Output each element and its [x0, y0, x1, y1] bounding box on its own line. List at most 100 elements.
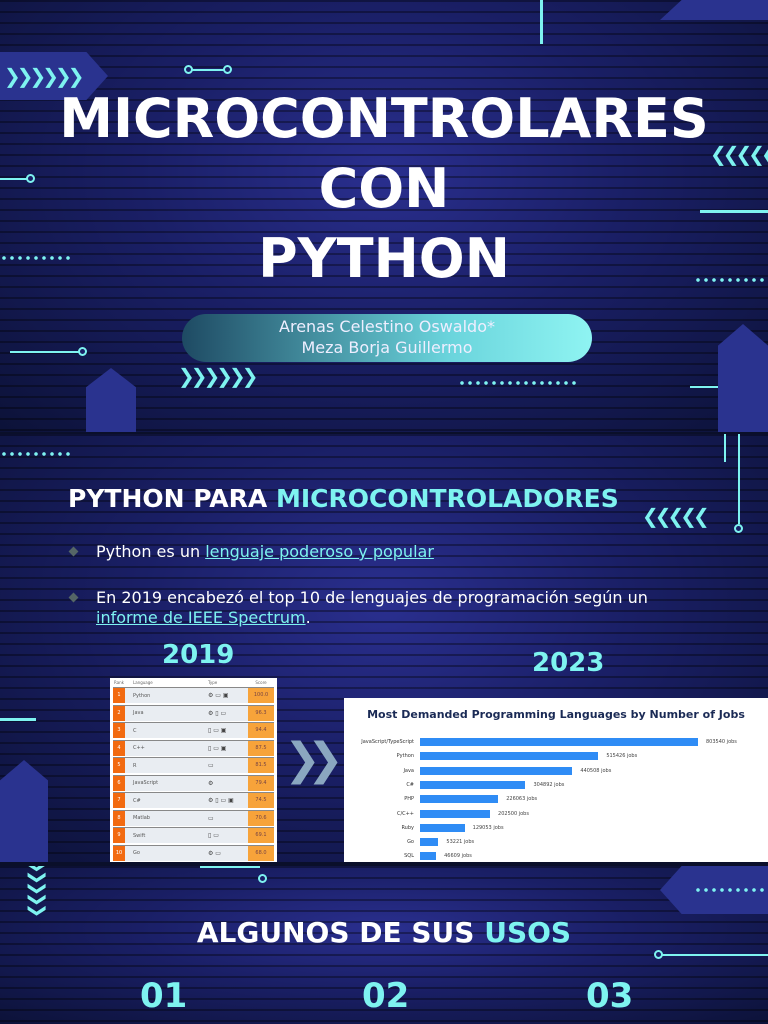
rank-cell: 2: [113, 705, 125, 721]
type-icons: ⚙ ▯ ▭: [208, 709, 227, 717]
rank-cell: 6: [113, 775, 125, 791]
score-cell: 87.5: [248, 740, 274, 756]
score-cell: 94.4: [248, 723, 274, 738]
link-ieee-spectrum[interactable]: informe de IEEE Spectrum: [96, 608, 306, 627]
circuit-line: [0, 718, 36, 721]
type-icons: ⚙: [208, 779, 214, 787]
year-2019: 2019: [162, 640, 235, 670]
category-label: C/C++: [396, 810, 414, 817]
circuit-node: [26, 174, 35, 183]
title-slide: ❯❯❯❯❯❯ ❯❯❯❯❯ ❯❯❯❯❯❯ MICROCONTROLARES CON…: [0, 0, 768, 432]
bullet-2: En 2019 encabezó el top 10 de lenguajes …: [68, 588, 656, 628]
type-icons: ⚙ ▯ ▭ ▣: [208, 797, 234, 804]
rank-cell: 3: [113, 723, 125, 738]
circuit-line: [738, 434, 740, 524]
bullet-1: Python es un lenguaje poderoso y popular: [68, 542, 434, 562]
author-1: Arenas Celestino Oswaldo*: [279, 317, 495, 336]
table-row: 7 C# ⚙ ▯ ▭ ▣ 74.5: [113, 792, 274, 808]
python-microcontrollers-slide: PYTHON PARA MICROCONTROLADORES ❯❯❯❯❯ Pyt…: [0, 434, 768, 862]
bullet-text: Python es un: [96, 542, 206, 561]
value-label: 129053 jobs: [472, 824, 504, 831]
title-line-1: MICROCONTROLARES: [59, 87, 709, 150]
use-number-2: 02: [362, 976, 410, 1016]
language-cell: C++: [133, 745, 145, 751]
score-cell: 79.4: [248, 775, 274, 791]
type-icons: ▯ ▭: [208, 832, 219, 839]
dots: [694, 278, 768, 282]
diamond-bullet-icon: [68, 592, 79, 603]
table-row: 10 Go ⚙ ▭ 68.0: [113, 844, 274, 861]
header-rank: Rank: [114, 680, 124, 685]
rank-cell: 4: [113, 740, 125, 756]
link-lenguaje-poderoso[interactable]: lenguaje poderoso y popular: [205, 542, 434, 561]
rank-cell: 9: [113, 828, 125, 843]
table-row: 9 Swift ▯ ▭ 69.1: [113, 827, 274, 843]
type-icons: ▯ ▭ ▣: [208, 727, 227, 734]
bar-go: [420, 838, 439, 847]
circuit-node: [78, 347, 87, 356]
bullet-text: En 2019 encabezó el top 10 de lenguajes …: [96, 588, 648, 607]
circuit-line: [10, 351, 80, 353]
decor-shape: [0, 760, 48, 862]
circuit-node: [654, 950, 663, 959]
language-cell: C#: [133, 797, 141, 804]
category-label: Java: [403, 767, 414, 774]
dots: [0, 256, 72, 260]
score-cell: 74.5: [248, 793, 274, 808]
bar-c-: [420, 780, 526, 789]
bar-python: [420, 752, 599, 761]
category-label: Ruby: [401, 824, 414, 831]
value-label: 440508 jobs: [580, 767, 612, 774]
jobs-bar-chart-2023: Most Demanded Programming Languages by N…: [344, 698, 768, 862]
chevrons-icon: ❯❯❯❯❯: [646, 504, 710, 528]
circuit-line: [190, 69, 226, 71]
decor-shape: [718, 324, 768, 432]
heading-white: ALGUNOS DE SUS: [196, 916, 475, 949]
language-cell: Java: [133, 710, 144, 716]
table-row: 8 Matlab ▭ 70.6: [113, 809, 274, 826]
bar-sql: [420, 852, 437, 861]
language-cell: C: [133, 727, 137, 734]
title-line-3: PYTHON: [258, 227, 510, 290]
circuit-node: [258, 874, 267, 883]
bar-c-c-: [420, 809, 491, 818]
title-line-2: CON: [318, 157, 450, 220]
table-row: 5 R ▭ 81.5: [113, 757, 274, 773]
language-cell: R: [133, 762, 137, 769]
use-number-1: 01: [140, 976, 188, 1016]
header-type: Type: [208, 680, 218, 685]
decor-shape: [660, 0, 768, 20]
category-label: Python: [396, 753, 414, 760]
category-label: SQL: [404, 853, 414, 860]
value-label: 202500 jobs: [498, 810, 529, 817]
table-row: 4 C++ ▯ ▭ ▣ 87.5: [113, 739, 274, 756]
language-cell: Python: [133, 692, 151, 699]
bullet-text-end: .: [305, 608, 311, 627]
value-label: 53221 jobs: [446, 839, 475, 846]
circuit-line: [724, 434, 726, 462]
author-2: Meza Borja Guillermo: [301, 338, 473, 357]
score-cell: 100.0: [248, 688, 274, 703]
table-row: 2 Java ⚙ ▯ ▭ 96.3: [113, 704, 274, 721]
language-cell: Go: [133, 850, 140, 856]
circuit-line: [540, 0, 543, 44]
value-label: 46609 jobs: [444, 853, 472, 860]
table-row: 1 Python ⚙ ▭ ▣ 100.0: [113, 687, 274, 703]
chevrons-icon: ❯❯❯❯❯❯: [4, 64, 85, 88]
table-header: Rank Language Type Score: [113, 680, 274, 686]
value-label: 803540 jobs: [706, 739, 737, 745]
rank-cell: 5: [113, 758, 125, 773]
type-icons: ▯ ▭ ▣: [208, 744, 227, 752]
language-cell: Matlab: [133, 815, 150, 821]
decor-shape: [0, 52, 108, 100]
decor-shape: [86, 368, 136, 432]
header-language: Language: [133, 680, 153, 685]
authors-box: Arenas Celestino Oswaldo* Meza Borja Gui…: [182, 314, 592, 362]
circuit-line: [660, 954, 768, 956]
category-label: JavaScript/TypeScript: [361, 739, 414, 745]
slide-heading: PYTHON PARA MICROCONTROLADORES: [68, 484, 619, 513]
type-icons: ⚙ ▭ ▣: [208, 692, 229, 699]
chevrons-down-icon: ❯❯❯❯❯: [27, 866, 49, 915]
score-cell: 68.0: [248, 845, 274, 861]
category-label: C#: [406, 781, 414, 788]
